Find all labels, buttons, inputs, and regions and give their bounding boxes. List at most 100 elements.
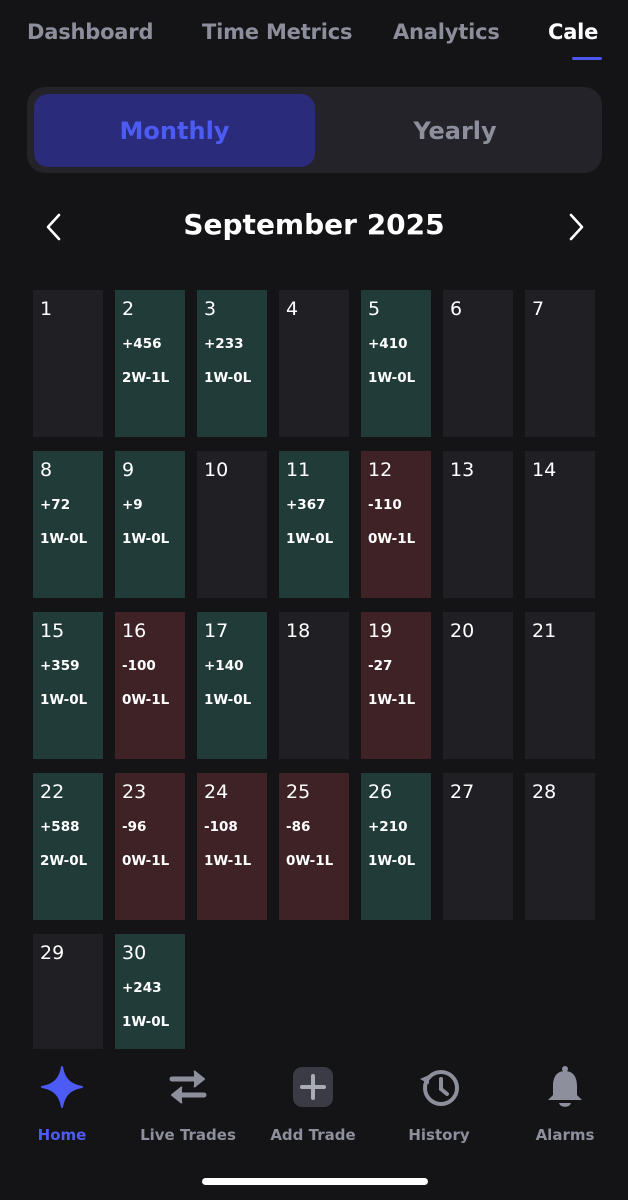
day-win-loss-record: 2W-1L <box>122 370 170 386</box>
day-pnl: -108 <box>204 819 238 835</box>
day-pnl: -96 <box>122 819 147 835</box>
day-win-loss-record: 1W-0L <box>286 531 334 547</box>
calendar-day-cell[interactable]: 24 -108 1W-1L <box>197 773 267 920</box>
day-number: 15 <box>40 620 65 642</box>
tab-time-metrics[interactable]: Time Metrics <box>202 20 353 44</box>
calendar-day-cell[interactable]: 6 <box>443 290 513 437</box>
nav-alarms[interactable]: Alarms <box>505 1064 625 1144</box>
day-number: 21 <box>532 620 557 642</box>
nav-history[interactable]: History <box>379 1064 499 1144</box>
calendar-day-cell[interactable]: 8 +72 1W-0L <box>33 451 103 598</box>
day-win-loss-record: 0W-1L <box>286 853 334 869</box>
previous-month-button[interactable] <box>38 210 68 244</box>
calendar-day-cell[interactable]: 10 <box>197 451 267 598</box>
day-win-loss-record: 1W-0L <box>122 1014 170 1030</box>
sparkle-icon <box>39 1064 85 1110</box>
day-number: 14 <box>532 459 557 481</box>
day-pnl: -110 <box>368 497 402 513</box>
monthly-toggle[interactable]: Monthly <box>34 94 315 167</box>
calendar-day-cell[interactable]: 16 -100 0W-1L <box>115 612 185 759</box>
nav-live-trades[interactable]: Live Trades <box>128 1064 248 1144</box>
calendar-day-cell[interactable]: 21 <box>525 612 595 759</box>
day-pnl: +233 <box>204 336 244 352</box>
calendar-day-cell[interactable]: 13 <box>443 451 513 598</box>
day-win-loss-record: 0W-1L <box>122 853 170 869</box>
nav-alarms-label: Alarms <box>535 1126 595 1144</box>
calendar-day-cell[interactable]: 23 -96 0W-1L <box>115 773 185 920</box>
day-number: 17 <box>204 620 229 642</box>
calendar-day-cell[interactable]: 26 +210 1W-0L <box>361 773 431 920</box>
calendar-day-cell[interactable]: 3 +233 1W-0L <box>197 290 267 437</box>
calendar-day-cell[interactable]: 22 +588 2W-0L <box>33 773 103 920</box>
calendar-day-cell[interactable]: 11 +367 1W-0L <box>279 451 349 598</box>
nav-live-trades-label: Live Trades <box>140 1126 236 1144</box>
day-pnl: +243 <box>122 980 162 996</box>
day-win-loss-record: 1W-0L <box>40 531 88 547</box>
calendar-day-cell[interactable]: 27 <box>443 773 513 920</box>
day-number: 27 <box>450 781 475 803</box>
day-number: 29 <box>40 942 65 964</box>
home-indicator <box>202 1178 428 1185</box>
next-month-button[interactable] <box>562 210 592 244</box>
day-number: 8 <box>40 459 53 481</box>
calendar-day-cell[interactable]: 28 <box>525 773 595 920</box>
day-pnl: +9 <box>122 497 143 513</box>
month-title: September 2025 <box>183 208 445 241</box>
history-clock-icon <box>416 1064 462 1110</box>
calendar-day-cell[interactable]: 1 <box>33 290 103 437</box>
calendar-day-cell[interactable]: 25 -86 0W-1L <box>279 773 349 920</box>
calendar-day-cell[interactable]: 4 <box>279 290 349 437</box>
day-number: 10 <box>204 459 229 481</box>
day-pnl: +410 <box>368 336 408 352</box>
tab-analytics[interactable]: Analytics <box>393 20 500 44</box>
day-pnl: +140 <box>204 658 244 674</box>
nav-add-trade-label: Add Trade <box>270 1126 356 1144</box>
day-number: 20 <box>450 620 475 642</box>
day-number: 9 <box>122 459 135 481</box>
day-win-loss-record: 2W-0L <box>40 853 88 869</box>
nav-add-trade[interactable]: Add Trade <box>253 1064 373 1144</box>
calendar-day-cell[interactable]: 30 +243 1W-0L <box>115 934 185 1049</box>
day-pnl: +359 <box>40 658 80 674</box>
calendar-day-cell[interactable]: 12 -110 0W-1L <box>361 451 431 598</box>
day-pnl: -27 <box>368 658 393 674</box>
calendar-day-cell[interactable]: 29 <box>33 934 103 1049</box>
day-win-loss-record: 1W-0L <box>368 370 416 386</box>
top-tab-bar: Dashboard Time Metrics Analytics Cale <box>0 0 628 68</box>
chevron-left-icon <box>46 213 61 241</box>
calendar-day-cell[interactable]: 17 +140 1W-0L <box>197 612 267 759</box>
calendar-day-cell[interactable]: 15 +359 1W-0L <box>33 612 103 759</box>
day-win-loss-record: 1W-1L <box>204 853 252 869</box>
calendar-day-cell[interactable]: 9 +9 1W-0L <box>115 451 185 598</box>
nav-home-label: Home <box>37 1126 87 1144</box>
calendar-day-cell[interactable]: 20 <box>443 612 513 759</box>
day-number: 6 <box>450 298 463 320</box>
day-number: 3 <box>204 298 217 320</box>
day-number: 23 <box>122 781 147 803</box>
day-win-loss-record: 1W-0L <box>368 853 416 869</box>
day-number: 2 <box>122 298 135 320</box>
day-win-loss-record: 0W-1L <box>368 531 416 547</box>
tab-calendar[interactable]: Cale <box>548 20 599 44</box>
calendar-day-cell[interactable]: 19 -27 1W-1L <box>361 612 431 759</box>
calendar-day-cell[interactable]: 7 <box>525 290 595 437</box>
yearly-toggle[interactable]: Yearly <box>413 116 497 145</box>
tab-dashboard[interactable]: Dashboard <box>27 20 154 44</box>
day-number: 28 <box>532 781 557 803</box>
day-win-loss-record: 1W-0L <box>122 531 170 547</box>
day-number: 12 <box>368 459 393 481</box>
nav-home[interactable]: Home <box>2 1064 122 1144</box>
day-number: 24 <box>204 781 229 803</box>
calendar-day-cell[interactable]: 2 +456 2W-1L <box>115 290 185 437</box>
day-number: 16 <box>122 620 147 642</box>
day-win-loss-record: 0W-1L <box>122 692 170 708</box>
day-number: 22 <box>40 781 65 803</box>
calendar-day-cell[interactable]: 5 +410 1W-0L <box>361 290 431 437</box>
day-pnl: -100 <box>122 658 156 674</box>
calendar-day-cell[interactable]: 18 <box>279 612 349 759</box>
calendar-day-cell[interactable]: 14 <box>525 451 595 598</box>
day-number: 19 <box>368 620 393 642</box>
day-win-loss-record: 1W-0L <box>204 692 252 708</box>
day-win-loss-record: 1W-1L <box>368 692 416 708</box>
day-number: 18 <box>286 620 311 642</box>
